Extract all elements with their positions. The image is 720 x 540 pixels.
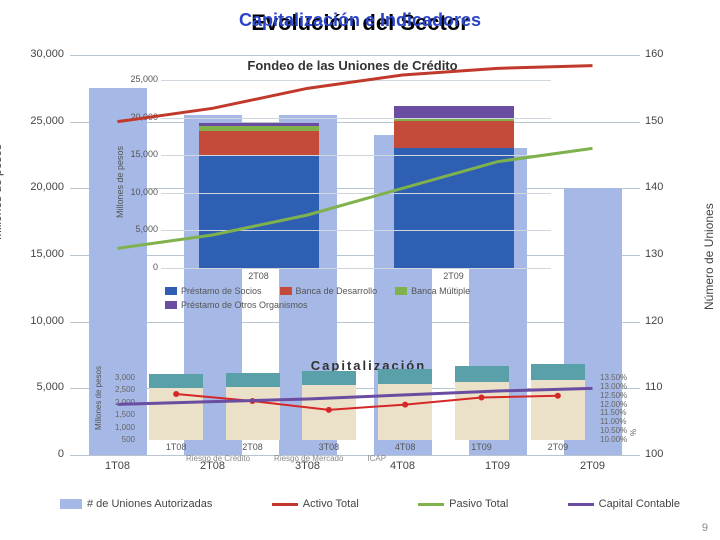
main-title-front: Capitalización e Indicadores <box>0 10 720 31</box>
legend-label: Activo Total <box>303 498 359 510</box>
y-right-tick: 150 <box>645 115 685 127</box>
legend-item: Capital Contable <box>568 498 680 510</box>
legend-label: Capital Contable <box>599 498 680 510</box>
main-legend: # de Uniones Autorizadas Activo Total Pasi… <box>60 498 680 510</box>
y-left-axis-label: Millones de pesos <box>0 144 4 240</box>
legend-label: # de Uniones Autorizadas <box>87 498 212 510</box>
y-left-tick: 25,000 <box>24 115 64 127</box>
y-left-tick: 0 <box>24 448 64 460</box>
legend-swatch <box>418 503 444 506</box>
main-line-activo-total <box>118 66 593 122</box>
legend-swatch <box>568 503 594 506</box>
x-tick: 1T08 <box>88 460 148 472</box>
y-right-tick: 110 <box>645 381 685 393</box>
page-number: 9 <box>702 522 708 534</box>
x-tick: 1T09 <box>468 460 528 472</box>
y-right-tick: 160 <box>645 48 685 60</box>
x-tick: 2T09 <box>563 460 623 472</box>
y-right-tick: 140 <box>645 181 685 193</box>
x-tick: 4T08 <box>373 460 433 472</box>
legend-item: # de Uniones Autorizadas <box>60 498 212 510</box>
x-tick: 2T08 <box>183 460 243 472</box>
legend-label: Pasivo Total <box>449 498 508 510</box>
main-lines-layer <box>70 55 640 455</box>
y-right-tick: 100 <box>645 448 685 460</box>
y-right-axis-label: Número de Uniones <box>702 203 716 310</box>
y-right-tick: 130 <box>645 248 685 260</box>
y-left-tick: 5,000 <box>24 381 64 393</box>
legend-swatch <box>272 503 298 506</box>
y-right-tick: 120 <box>645 315 685 327</box>
legend-swatch <box>60 499 82 509</box>
x-tick: 3T08 <box>278 460 338 472</box>
y-left-tick: 20,000 <box>24 181 64 193</box>
y-left-tick: 30,000 <box>24 48 64 60</box>
y-left-tick: 10,000 <box>24 315 64 327</box>
main-line-pasivo-total <box>118 148 593 248</box>
y-left-tick: 15,000 <box>24 248 64 260</box>
legend-item: Pasivo Total <box>418 498 508 510</box>
legend-item: Activo Total <box>272 498 359 510</box>
main-line-capital-contable <box>118 388 593 404</box>
